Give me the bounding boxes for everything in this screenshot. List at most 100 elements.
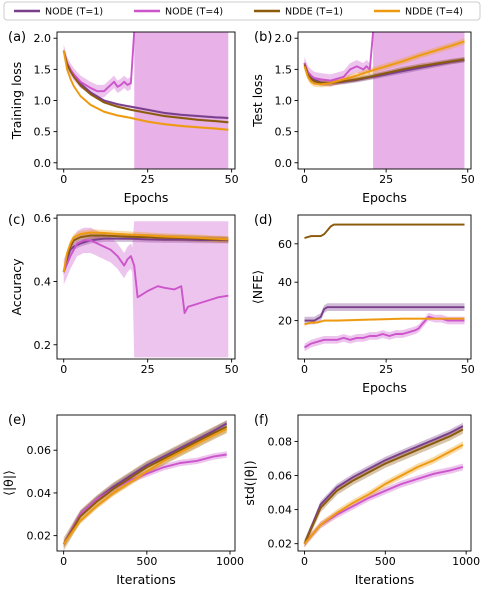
panel-c-line-node-t-1 xyxy=(62,237,229,273)
panel-e-plot-area xyxy=(62,420,228,551)
panel-f-xtick-label-1000: 1000 xyxy=(452,555,480,568)
panel-f-xtick-label-500: 500 xyxy=(375,555,396,568)
panel-d-ylabel: ⟨NFE⟩ xyxy=(250,270,265,304)
panel-d-xtick-label-25: 25 xyxy=(379,363,393,376)
panel-d-ytick-label-40: 40 xyxy=(278,276,292,289)
panel-c-ylabel: Accuracy xyxy=(9,258,24,316)
panel-b-label: (b) xyxy=(254,30,272,45)
panel-d-ytick-label-20: 20 xyxy=(278,315,292,328)
panel-f-xlabel: Iterations xyxy=(355,572,415,587)
panel-e-xtick-label-0: 0 xyxy=(60,555,67,568)
panel-b-xlabel: Epochs xyxy=(362,190,407,205)
panel-a-xtick-label-25: 25 xyxy=(141,173,155,186)
panel-e-ytick-label-0_04: 0.04 xyxy=(27,487,52,500)
panel-c-plot-area xyxy=(62,221,229,358)
panel-f-band-ndde-t-4 xyxy=(304,441,463,548)
panel-f-ytick-label-0_08: 0.08 xyxy=(268,435,293,448)
legend-label-ndde-t-4: NDDE (T=4) xyxy=(405,7,463,18)
panel-c: 0 25 50 0.2 0.4 0.6 Accuracy (c) xyxy=(8,212,239,376)
panel-c-band-node-t-4 xyxy=(63,221,229,358)
panel-e-axes-frame xyxy=(56,414,236,552)
panel-a-label: (a) xyxy=(8,30,26,45)
panel-b-line-node-t-4 xyxy=(303,32,375,82)
panel-f-axes-frame xyxy=(297,414,472,552)
panel-f-ytick-label-0_02: 0.02 xyxy=(268,538,293,551)
panel-d-xlabel: Epochs xyxy=(362,380,407,395)
panel-a-ytick-label-0: 0.0 xyxy=(34,157,52,170)
panel-d-line-ndde-t-4 xyxy=(304,317,465,326)
panel-d-xtick-label-0: 0 xyxy=(301,363,308,376)
legend-item-node-t-4: NODE (T=4) xyxy=(134,7,223,18)
panel-a-line-ndde-t-1 xyxy=(62,50,229,124)
panel-f: 0 500 1000 0.02 0.04 0.06 0.08 Iterations std(|θ… xyxy=(242,413,480,587)
legend-frame xyxy=(3,1,481,21)
panel-c-ytick-label-0_6: 0.6 xyxy=(34,212,52,225)
panel-e: 0 500 1000 0.02 0.04 0.06 Iterations ⟨|θ|⟩ (e) xyxy=(1,413,244,587)
panel-e-line-node-t-4 xyxy=(62,453,227,545)
panel-c-line-ndde-t-4 xyxy=(62,231,229,273)
legend-item-node-t-1: NODE (T=1) xyxy=(14,7,103,18)
legend: NODE (T=1) NODE (T=4) NDDE (T=1) NDDE (T=4) xyxy=(3,1,481,21)
panel-f-ytick-label-0_04: 0.04 xyxy=(268,504,293,517)
panel-c-ytick-label-0_2: 0.2 xyxy=(34,339,52,352)
panel-f-plot-area xyxy=(303,422,464,548)
panel-b-xtick-label-25: 25 xyxy=(379,173,393,186)
panel-b-ytick-label-1: 1.0 xyxy=(275,95,293,108)
panel-c-xtick-label-0: 0 xyxy=(60,363,67,376)
panel-b-ytick-label-2: 2.0 xyxy=(275,32,293,45)
panel-b-xtick-label-50: 50 xyxy=(461,173,475,186)
panel-f-ylabel: std(|θ|) xyxy=(242,460,257,505)
panel-d-band-node-t-1 xyxy=(304,303,465,325)
panel-a-ytick-label-1_5: 1.5 xyxy=(34,63,52,76)
panel-c-ytick-label-0_4: 0.4 xyxy=(34,275,52,288)
panel-a-shade-node-t-4 xyxy=(134,32,229,169)
panel-b-ytick-label-0: 0.0 xyxy=(275,157,293,170)
panel-e-xlabel: Iterations xyxy=(116,572,176,587)
panel-b-ytick-label-1_5: 1.5 xyxy=(275,63,293,76)
panel-e-line-ndde-t-1 xyxy=(62,425,228,545)
panel-c-xtick-label-50: 50 xyxy=(225,363,239,376)
panel-d-band-ndde-t-1 xyxy=(304,223,465,239)
panel-a: 0 25 50 0.0 0.5 1.0 1.5 2.0 Epochs Training loss (… xyxy=(8,30,239,205)
panel-e-ylabel: ⟨|θ|⟩ xyxy=(1,470,16,496)
panel-e-xtick-label-1000: 1000 xyxy=(216,555,244,568)
panel-e-xtick-label-500: 500 xyxy=(136,555,157,568)
panel-a-line-ndde-t-4 xyxy=(62,50,229,131)
panel-e-line-ndde-t-4 xyxy=(62,428,228,545)
panel-c-axes-frame xyxy=(56,214,236,360)
panel-a-line-node-t-4 xyxy=(62,32,136,93)
panel-f-band-node-t-4 xyxy=(304,463,463,548)
panel-a-xtick-label-0: 0 xyxy=(60,173,67,186)
panel-e-label: (e) xyxy=(8,413,26,428)
panel-f-line-ndde-t-1 xyxy=(303,428,464,545)
legend-label-ndde-t-1: NDDE (T=1) xyxy=(285,7,343,18)
panel-b-xtick-label-0: 0 xyxy=(301,173,308,186)
panel-e-band-ndde-t-1 xyxy=(63,420,227,551)
panel-e-band-ndde-t-4 xyxy=(63,425,227,548)
panel-b-ytick-label-0_5: 0.5 xyxy=(275,126,293,139)
panel-d-ytick-label-60: 60 xyxy=(278,238,292,251)
panel-a-ylabel: Training loss xyxy=(9,62,24,140)
panel-c-line-node-t-4 xyxy=(62,239,229,315)
panel-f-line-ndde-t-4 xyxy=(303,443,464,545)
panel-b: 0 25 50 0.0 0.5 1.0 1.5 2.0 Epochs Test loss (b) xyxy=(250,30,475,205)
panel-b-line-ndde-t-1 xyxy=(303,58,465,85)
panel-d: 0 25 50 20 40 60 Epochs ⟨NFE⟩ (d) xyxy=(250,213,475,395)
panel-d-line-ndde-t-1 xyxy=(304,223,465,239)
panel-e-ytick-label-0_02: 0.02 xyxy=(27,530,52,543)
panel-d-line-node-t-1 xyxy=(304,306,465,322)
panel-a-xtick-label-50: 50 xyxy=(225,173,239,186)
legend-item-ndde-t-1: NDDE (T=1) xyxy=(254,7,343,18)
panel-f-ytick-label-0_06: 0.06 xyxy=(268,470,293,483)
panel-a-plot-area xyxy=(62,32,229,169)
panel-f-line-node-t-1 xyxy=(303,425,464,545)
panels: 0 25 50 0.0 0.5 1.0 1.5 2.0 Epochs Training loss (… xyxy=(1,30,480,587)
panel-b-band-ndde-t-1 xyxy=(304,56,465,86)
legend-label-node-t-1: NODE (T=1) xyxy=(45,7,103,18)
panel-f-xtick-label-0: 0 xyxy=(301,555,308,568)
legend-item-ndde-t-4: NDDE (T=4) xyxy=(374,7,463,18)
panel-b-line-ndde-t-4 xyxy=(303,40,465,86)
panel-a-xlabel: Epochs xyxy=(124,190,169,205)
panel-a-ytick-label-0_5: 0.5 xyxy=(34,126,52,139)
